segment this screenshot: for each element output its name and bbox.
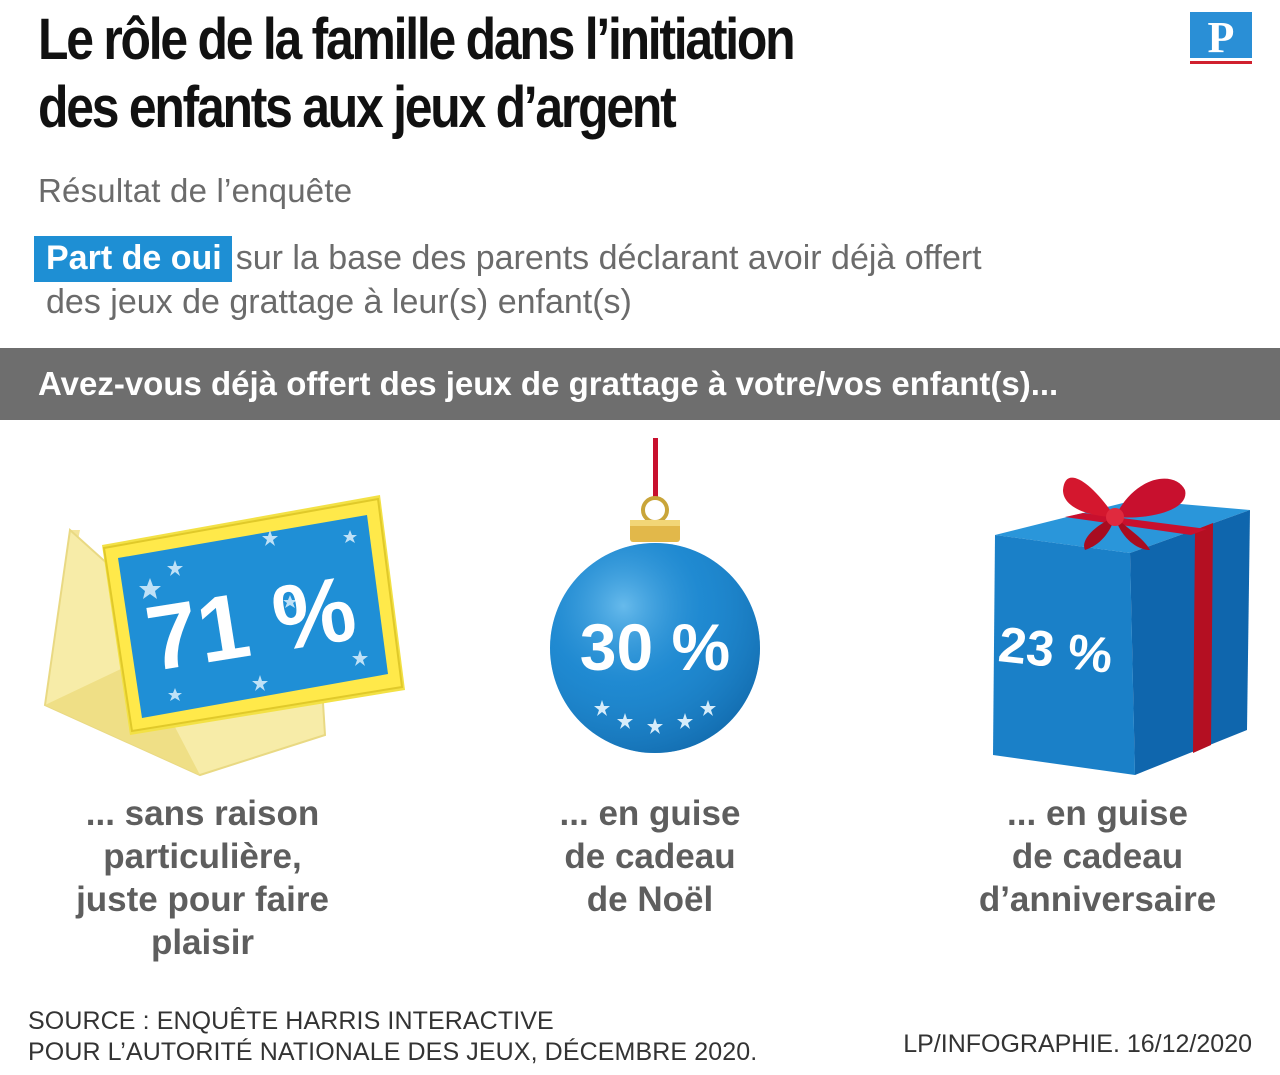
christmas-bauble-icon: 30 % — [550, 438, 760, 753]
item-3-label: ... en guise de cadeau d’anniversaire — [945, 792, 1250, 921]
page-title: Le rôle de la famille dans l’initiation … — [38, 6, 1001, 142]
gift-box-icon: 23 % — [993, 477, 1250, 775]
item-1-label-line: particulière, — [103, 837, 302, 876]
subtitle: Résultat de l’enquête — [38, 172, 353, 209]
item-3-value: 23 % — [996, 616, 1115, 684]
logo-icon: P — [1190, 12, 1252, 64]
explanation-line-1: sur la base des parents déclarant avoir … — [235, 239, 982, 277]
item-3-label-line: d’anniversaire — [978, 880, 1217, 919]
item-1-label: ... sans raison particulière, juste pour… — [40, 792, 365, 964]
logo-letter: P — [1208, 13, 1235, 62]
item-1-illustration: 71 % — [20, 490, 420, 790]
scratch-ticket-envelope-icon: 71 % — [43, 495, 405, 777]
item-1-label-line: ... sans raison — [85, 794, 320, 833]
item-3-illustration: 23 % — [985, 455, 1260, 775]
source-note: SOURCE : ENQUÊTE HARRIS INTERACTIVE POUR… — [28, 1006, 757, 1068]
question-bar: Avez-vous déjà offert des jeux de gratta… — [0, 348, 1280, 420]
item-2-value: 30 % — [580, 610, 730, 684]
item-2-label-line: ... en guise — [559, 794, 741, 833]
item-2-label-line: de Noël — [586, 880, 714, 919]
credit-note: LP/INFOGRAPHIE. 16/12/2020 — [903, 1030, 1252, 1058]
item-3-label-line: ... en guise — [1007, 794, 1188, 833]
item-3-label-line: de cadeau — [1011, 837, 1184, 876]
le-parisien-logo: P — [1190, 12, 1252, 64]
page-title-line-2: des enfants aux jeux d’argent — [38, 75, 677, 140]
item-1-label-line: juste pour faire — [76, 880, 329, 919]
item-2-label: ... en guise de cadeau de Noël — [500, 792, 800, 921]
part-de-oui-badge: Part de oui — [34, 236, 232, 282]
source-line-2: POUR L’AUTORITÉ NATIONALE DES JEUX, DÉCE… — [28, 1038, 758, 1066]
explanation: Part de oui sur la base des parents décla… — [34, 236, 1184, 322]
item-1-label-line: plaisir — [150, 923, 255, 962]
source-line-1: SOURCE : ENQUÊTE HARRIS INTERACTIVE — [28, 1007, 554, 1035]
page-title-line-1: Le rôle de la famille dans l’initiation — [38, 7, 796, 72]
item-2-illustration: 30 % — [540, 438, 770, 758]
explanation-line-2: des jeux de grattage à leur(s) enfant(s) — [46, 283, 632, 321]
item-2-label-line: de cadeau — [564, 837, 736, 876]
